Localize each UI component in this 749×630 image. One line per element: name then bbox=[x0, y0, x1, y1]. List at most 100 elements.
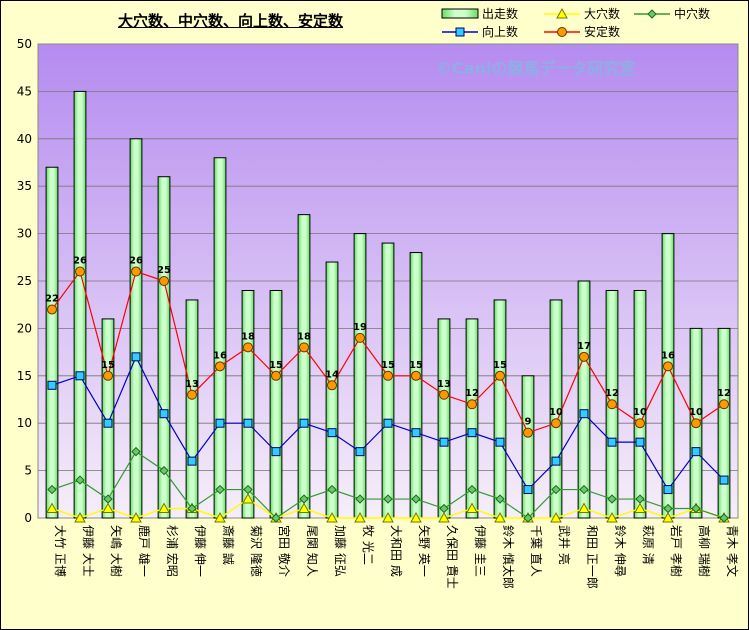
data-label: 10 bbox=[633, 407, 647, 418]
point bbox=[550, 511, 562, 523]
data-label: 16 bbox=[661, 350, 675, 361]
point bbox=[102, 502, 114, 514]
data-label: 18 bbox=[297, 331, 311, 342]
y-tick-label: 50 bbox=[17, 37, 32, 51]
bar bbox=[269, 289, 283, 519]
point bbox=[663, 503, 673, 514]
point bbox=[383, 370, 393, 381]
y-axis: 0 5 10 15 20 25 30 35 40 45 50 bbox=[17, 37, 32, 525]
bar bbox=[717, 327, 731, 519]
point bbox=[691, 503, 701, 514]
point bbox=[691, 418, 701, 429]
point bbox=[663, 361, 673, 372]
y-tick-label: 30 bbox=[17, 227, 32, 241]
y-tick-label: 20 bbox=[17, 321, 32, 335]
data-label: 13 bbox=[185, 379, 199, 390]
data-label: 16 bbox=[213, 350, 227, 361]
data-label: 12 bbox=[605, 388, 619, 399]
point bbox=[662, 511, 674, 523]
data-label: 17 bbox=[577, 341, 591, 352]
point bbox=[327, 484, 337, 495]
bar bbox=[297, 214, 311, 519]
point bbox=[271, 513, 281, 523]
point bbox=[455, 27, 465, 37]
point bbox=[103, 494, 113, 504]
point bbox=[556, 7, 568, 19]
y-tick-label: 15 bbox=[17, 369, 32, 383]
x-axis: 大竹 正博 伊藤 大士 矢嶋 大樹 鹿戸 雄一 杉浦 宏昭 伊藤 伸一 斎藤 誠菊沢 隆徳宮… bbox=[53, 525, 740, 589]
x-tick-label: 伊藤 圭三 bbox=[473, 525, 487, 577]
x-tick-label: 和田 正一郎 bbox=[585, 525, 599, 589]
point bbox=[355, 332, 365, 343]
point bbox=[215, 484, 225, 495]
point bbox=[495, 437, 505, 447]
point bbox=[299, 342, 309, 353]
legend-label: 大穴数 bbox=[584, 6, 620, 21]
y-tick-label: 45 bbox=[17, 84, 32, 98]
data-label: 15 bbox=[101, 360, 115, 371]
point bbox=[635, 437, 645, 447]
point bbox=[46, 502, 58, 514]
data-label: 15 bbox=[381, 360, 395, 371]
point bbox=[159, 276, 169, 286]
point bbox=[187, 503, 197, 514]
point bbox=[354, 511, 366, 523]
point bbox=[719, 513, 729, 523]
point bbox=[634, 502, 646, 514]
x-tick-label: 伊藤 大士 bbox=[81, 525, 95, 577]
legend-label: 中穴数 bbox=[674, 6, 710, 21]
point bbox=[298, 502, 310, 514]
point bbox=[383, 494, 393, 504]
x-tick-label: 杉浦 宏昭 bbox=[165, 525, 180, 577]
point bbox=[579, 409, 589, 419]
point bbox=[131, 352, 141, 362]
legend-label: 安定数 bbox=[584, 24, 620, 39]
point bbox=[383, 418, 393, 428]
bar bbox=[633, 289, 647, 519]
point bbox=[494, 511, 506, 523]
y-tick-label: 40 bbox=[17, 132, 32, 146]
point bbox=[411, 494, 421, 504]
point bbox=[691, 447, 701, 457]
point bbox=[75, 475, 85, 485]
data-label: 26 bbox=[129, 256, 143, 267]
point bbox=[467, 484, 477, 495]
point bbox=[523, 485, 533, 495]
data-label: 25 bbox=[157, 265, 171, 276]
x-tick-label: 鈴木 伸尋 bbox=[613, 525, 628, 577]
data-label: 12 bbox=[465, 388, 479, 399]
x-tick-label: 矢野 英一 bbox=[417, 525, 431, 577]
point bbox=[647, 9, 657, 19]
point bbox=[131, 266, 141, 277]
point bbox=[158, 502, 170, 514]
point bbox=[411, 428, 421, 438]
point bbox=[579, 351, 589, 362]
point bbox=[495, 370, 505, 381]
data-label: 15 bbox=[409, 360, 423, 371]
bar-series bbox=[45, 90, 731, 519]
x-tick-label: 伊藤 伸一 bbox=[193, 525, 207, 577]
x-tick-label: 矢嶋 大樹 bbox=[109, 525, 123, 577]
data-label: 10 bbox=[689, 407, 703, 418]
x-tick-label: 武井 亮 bbox=[557, 525, 572, 565]
data-label: 14 bbox=[325, 369, 339, 380]
point bbox=[439, 503, 449, 514]
point bbox=[719, 399, 729, 410]
x-tick-label: 萩原 清 bbox=[641, 525, 655, 565]
y-tick-label: 25 bbox=[17, 274, 32, 288]
y-tick-label: 10 bbox=[17, 416, 32, 430]
point bbox=[495, 494, 505, 504]
data-label: 19 bbox=[353, 322, 367, 333]
point bbox=[551, 456, 561, 466]
point bbox=[607, 399, 617, 410]
legend-swatch bbox=[441, 8, 479, 19]
point bbox=[551, 484, 561, 495]
point bbox=[411, 370, 421, 381]
bar bbox=[577, 280, 591, 519]
x-tick-label: 菊沢 隆徳 bbox=[249, 525, 264, 577]
point bbox=[215, 418, 225, 428]
y-tick-label: 35 bbox=[17, 179, 32, 193]
bar bbox=[465, 318, 479, 519]
x-tick-label: 大和田 成 bbox=[389, 525, 403, 577]
